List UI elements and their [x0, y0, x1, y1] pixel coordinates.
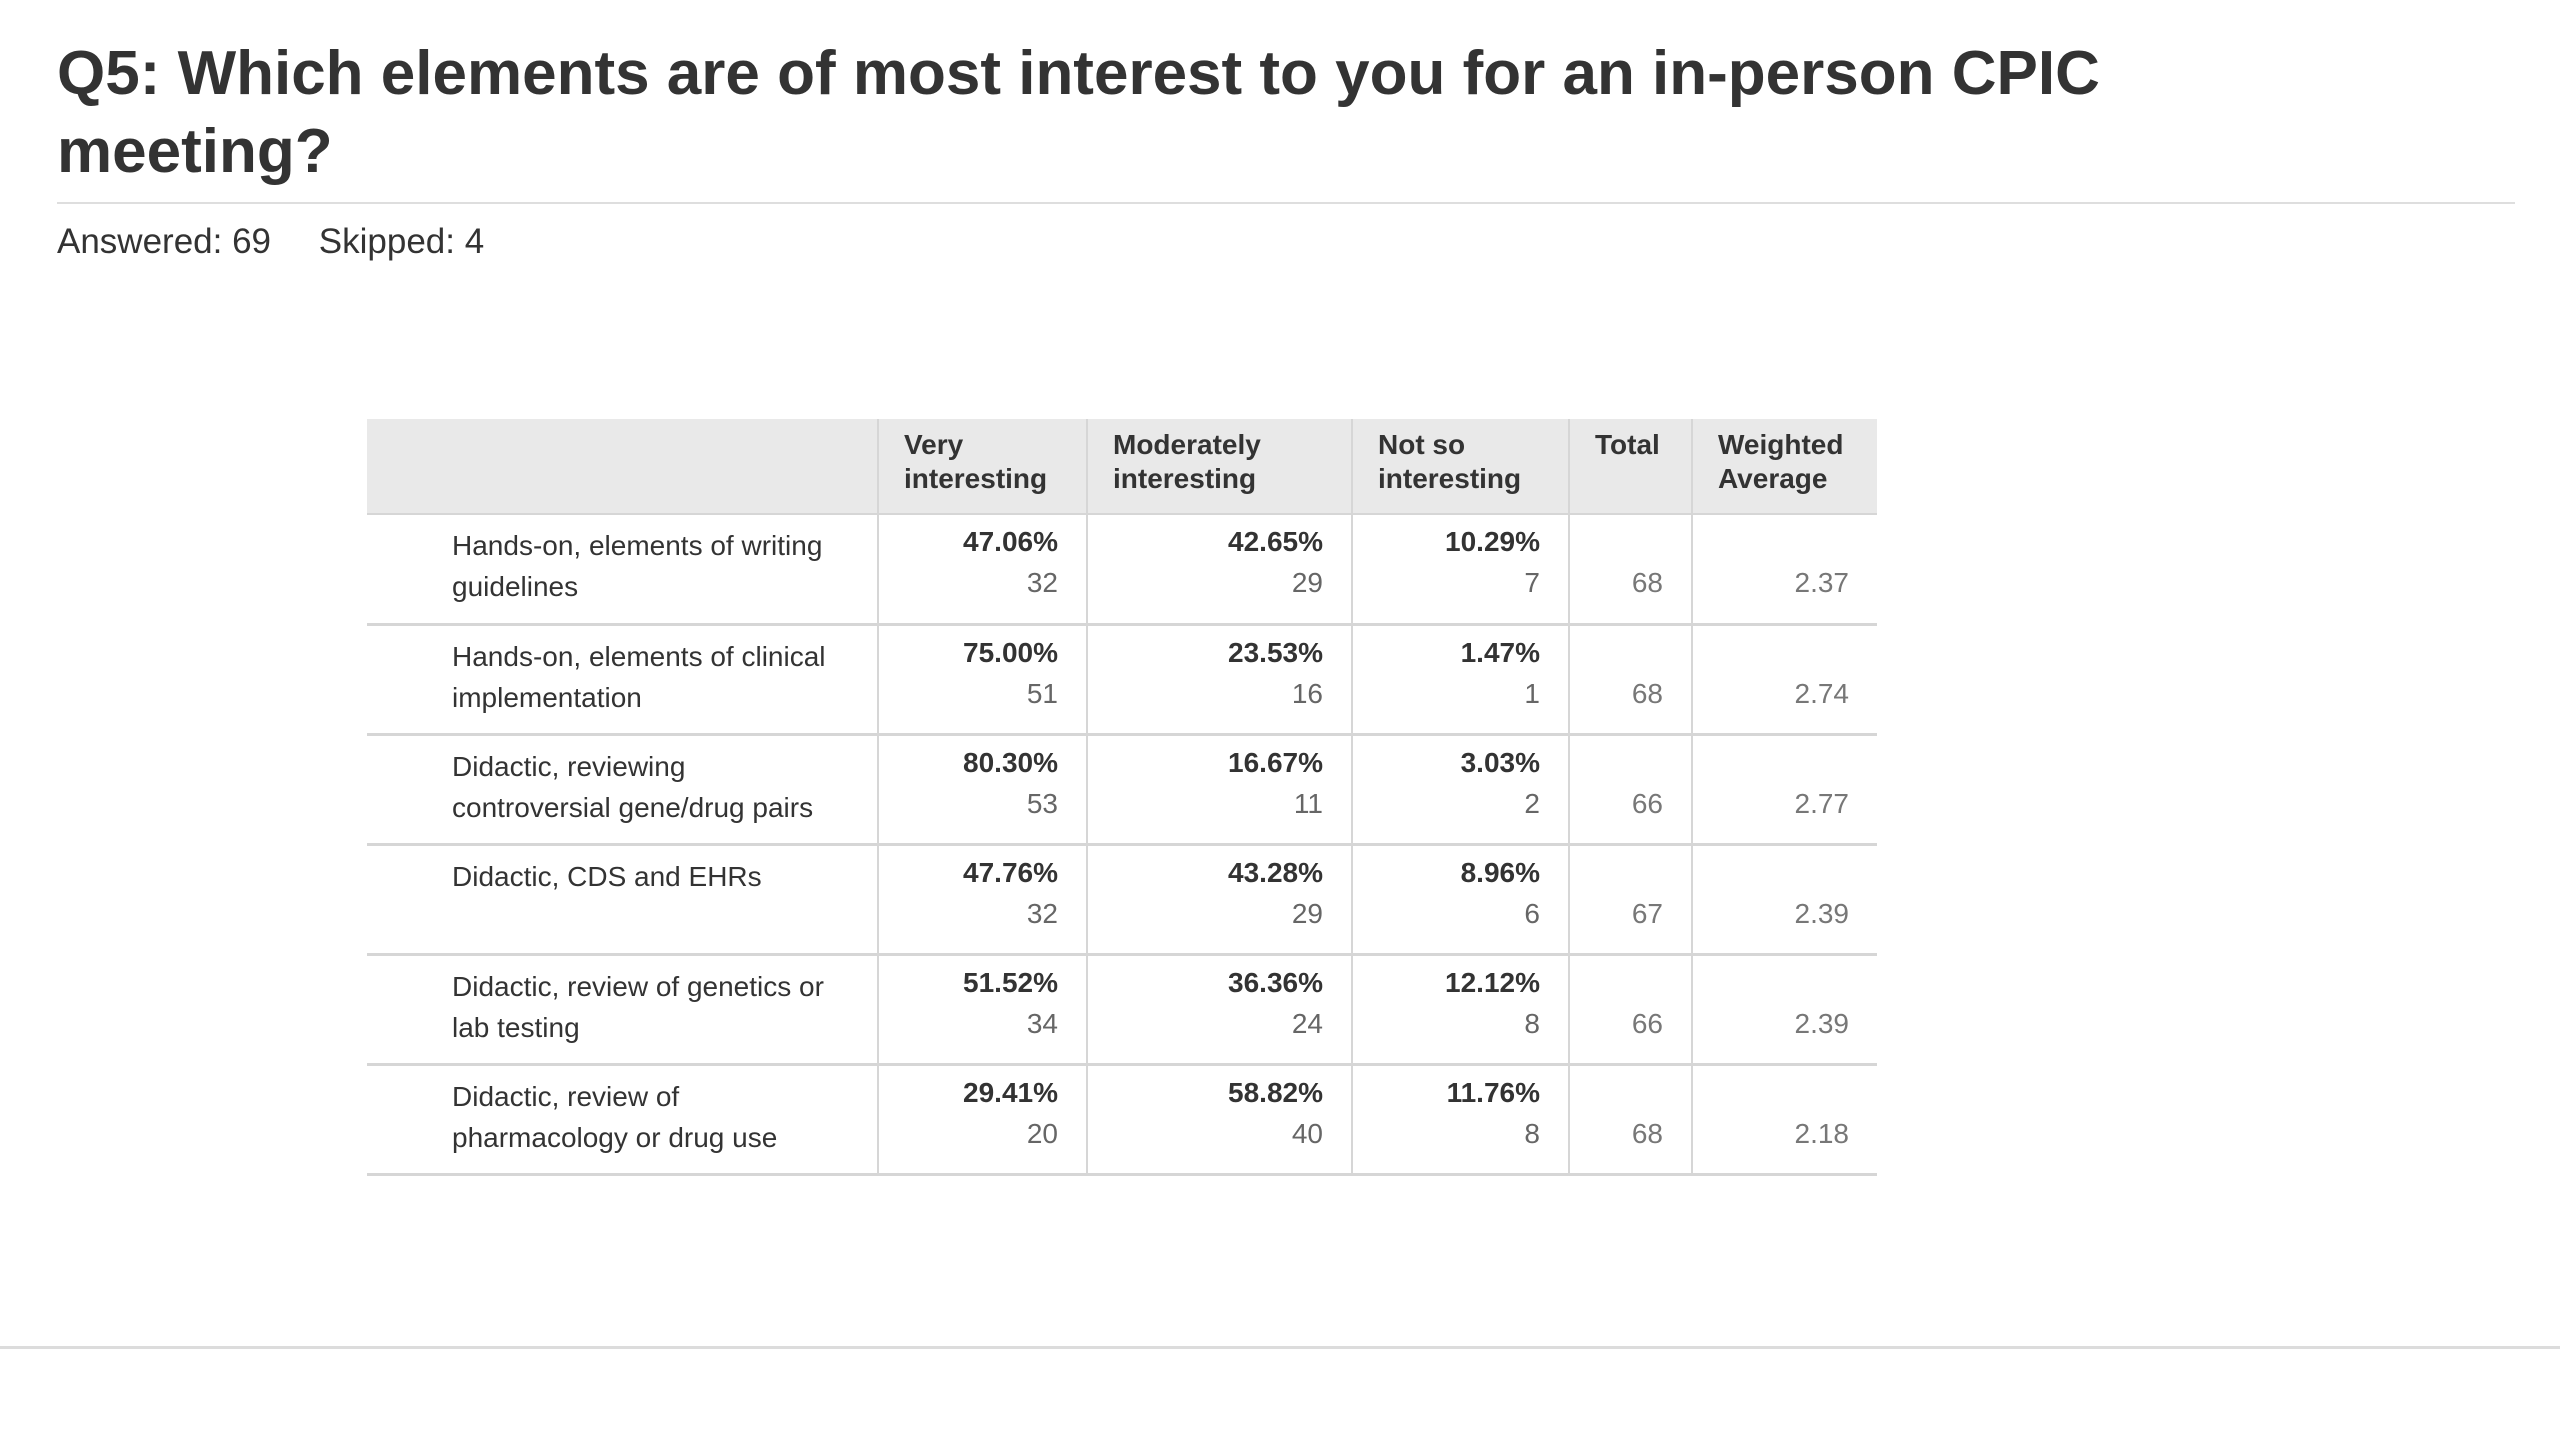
weighted-average-cell: 2.18 — [1691, 1064, 1877, 1176]
table-header-row: Very interesting Moderately interesting … — [367, 419, 1877, 515]
not-so-interesting-count: 1 — [1524, 677, 1540, 709]
weighted-average-cell: 2.74 — [1691, 624, 1877, 736]
moderately-interesting-cell: 58.82% 40 — [1086, 1064, 1352, 1176]
moderately-interesting-count: 29 — [1291, 897, 1323, 929]
weighted-average-cell: 2.37 — [1691, 514, 1877, 626]
row-label: Didactic, review of genetics or lab test… — [367, 954, 878, 1066]
response-summary: Answered: 69 Skipped: 4 — [57, 221, 484, 263]
not-so-interesting-count: 2 — [1524, 787, 1540, 819]
moderately-interesting-count: 29 — [1291, 567, 1323, 598]
weighted-average-cell: 2.39 — [1691, 844, 1877, 956]
header-moderately-interesting[interactable]: Moderately interesting — [1086, 419, 1352, 515]
moderately-interesting-percent: 23.53% — [1228, 636, 1323, 668]
answered-count: Answered: 69 — [57, 222, 272, 261]
table-row: Didactic, reviewing controversial gene/d… — [367, 734, 1877, 846]
title-divider — [57, 202, 2515, 204]
moderately-interesting-percent: 43.28% — [1228, 856, 1323, 888]
moderately-interesting-percent: 16.67% — [1228, 746, 1323, 778]
row-label: Hands-on, elements of clinical implement… — [367, 624, 878, 736]
not-so-interesting-cell: 8.96% 6 — [1351, 844, 1569, 956]
header-weighted-average[interactable]: Weighted Average — [1691, 419, 1877, 515]
very-interesting-cell: 80.30% 53 — [877, 734, 1087, 846]
row-label: Didactic, review of pharmacology or drug… — [367, 1064, 878, 1176]
not-so-interesting-percent: 11.76% — [1446, 1076, 1540, 1108]
not-so-interesting-cell: 3.03% 2 — [1351, 734, 1569, 846]
very-interesting-count: 34 — [1026, 1007, 1058, 1039]
results-table: Very interesting Moderately interesting … — [367, 419, 1877, 1176]
not-so-interesting-count: 7 — [1524, 567, 1540, 598]
very-interesting-count: 32 — [1026, 567, 1058, 598]
very-interesting-cell: 75.00% 51 — [877, 624, 1087, 736]
total-cell: 68 — [1568, 1064, 1692, 1176]
weighted-average-cell: 2.39 — [1691, 954, 1877, 1066]
not-so-interesting-percent: 12.12% — [1445, 966, 1540, 998]
weighted-average-cell: 2.77 — [1691, 734, 1877, 846]
not-so-interesting-cell: 1.47% 1 — [1351, 624, 1569, 736]
moderately-interesting-count: 16 — [1291, 677, 1323, 709]
moderately-interesting-percent: 58.82% — [1228, 1076, 1323, 1108]
not-so-interesting-cell: 12.12% 8 — [1351, 954, 1569, 1066]
not-so-interesting-cell: 10.29% 7 — [1351, 514, 1569, 626]
not-so-interesting-percent: 10.29% — [1445, 526, 1540, 557]
not-so-interesting-cell: 11.76% 8 — [1351, 1064, 1569, 1176]
total-cell: 68 — [1568, 514, 1692, 626]
row-label: Didactic, CDS and EHRs — [367, 844, 878, 956]
skipped-count: Skipped: 4 — [318, 222, 485, 261]
total-cell: 66 — [1568, 734, 1692, 846]
footer-divider — [0, 1346, 2560, 1349]
moderately-interesting-count: 24 — [1291, 1007, 1323, 1039]
very-interesting-count: 51 — [1026, 677, 1058, 709]
total-cell: 67 — [1568, 844, 1692, 956]
table-row: Didactic, review of genetics or lab test… — [367, 954, 1877, 1066]
total-cell: 66 — [1568, 954, 1692, 1066]
table-row: Didactic, CDS and EHRs 47.76% 32 43.28% … — [367, 844, 1877, 956]
not-so-interesting-percent: 1.47% — [1460, 636, 1540, 668]
row-label: Hands-on, elements of writing guidelines — [367, 514, 878, 626]
very-interesting-cell: 47.06% 32 — [877, 514, 1087, 626]
moderately-interesting-cell: 42.65% 29 — [1086, 514, 1352, 626]
header-total[interactable]: Total — [1568, 419, 1692, 515]
table-row: Hands-on, elements of writing guidelines… — [367, 514, 1877, 626]
very-interesting-percent: 75.00% — [963, 636, 1058, 668]
very-interesting-cell: 29.41% 20 — [877, 1064, 1087, 1176]
not-so-interesting-count: 6 — [1524, 897, 1540, 929]
total-cell: 68 — [1568, 624, 1692, 736]
very-interesting-percent: 80.30% — [963, 746, 1058, 778]
very-interesting-percent: 51.52% — [963, 966, 1058, 998]
table-row: Didactic, review of pharmacology or drug… — [367, 1064, 1877, 1176]
moderately-interesting-percent: 42.65% — [1228, 526, 1323, 557]
moderately-interesting-count: 40 — [1291, 1117, 1323, 1149]
moderately-interesting-cell: 43.28% 29 — [1086, 844, 1352, 956]
moderately-interesting-cell: 23.53% 16 — [1086, 624, 1352, 736]
very-interesting-count: 53 — [1026, 787, 1058, 819]
very-interesting-percent: 47.76% — [963, 856, 1058, 888]
not-so-interesting-count: 8 — [1524, 1117, 1540, 1149]
moderately-interesting-percent: 36.36% — [1228, 966, 1323, 998]
very-interesting-cell: 47.76% 32 — [877, 844, 1087, 956]
not-so-interesting-percent: 3.03% — [1460, 746, 1540, 778]
very-interesting-cell: 51.52% 34 — [877, 954, 1087, 1066]
very-interesting-count: 20 — [1026, 1117, 1058, 1149]
row-label: Didactic, reviewing controversial gene/d… — [367, 734, 878, 846]
very-interesting-count: 32 — [1026, 897, 1058, 929]
header-not-so-interesting[interactable]: Not so interesting — [1351, 419, 1569, 515]
not-so-interesting-count: 8 — [1524, 1007, 1540, 1039]
table-row: Hands-on, elements of clinical implement… — [367, 624, 1877, 736]
header-very-interesting[interactable]: Very interesting — [877, 419, 1087, 515]
moderately-interesting-cell: 16.67% 11 — [1086, 734, 1352, 846]
very-interesting-percent: 29.41% — [963, 1076, 1058, 1108]
not-so-interesting-percent: 8.96% — [1460, 856, 1540, 888]
very-interesting-percent: 47.06% — [963, 526, 1058, 557]
question-title: Q5: Which elements are of most interest … — [57, 39, 2100, 186]
header-label-column — [367, 419, 878, 515]
moderately-interesting-count: 11 — [1293, 787, 1323, 819]
moderately-interesting-cell: 36.36% 24 — [1086, 954, 1352, 1066]
